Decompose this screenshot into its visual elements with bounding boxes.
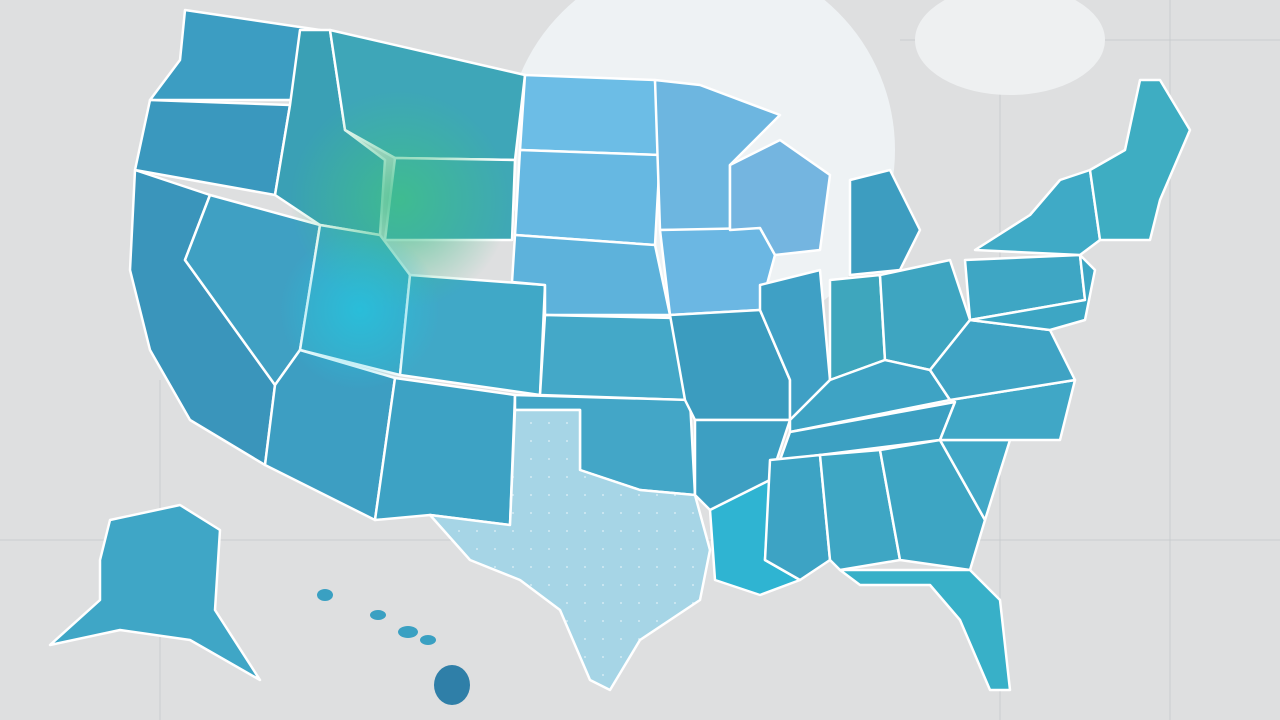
state (1088, 78, 1192, 242)
state (973, 168, 1102, 257)
state (878, 438, 987, 572)
state (658, 226, 777, 317)
highlight-ellipse (915, 0, 1105, 95)
state (513, 148, 662, 247)
state (148, 8, 322, 102)
state (848, 168, 922, 277)
state (838, 568, 1012, 692)
state-pattern (430, 410, 710, 690)
state (373, 376, 517, 527)
state (48, 503, 262, 682)
state (728, 138, 832, 257)
state (538, 313, 687, 402)
states (128, 8, 1192, 692)
glow (280, 230, 440, 390)
alaska-hawaii (48, 503, 470, 705)
state (818, 448, 902, 572)
island (398, 626, 418, 638)
island (370, 610, 386, 620)
island (434, 665, 470, 705)
state (763, 453, 832, 582)
state (928, 318, 1077, 402)
island (317, 589, 333, 601)
state (968, 253, 1097, 332)
island (420, 635, 436, 645)
state (518, 73, 662, 157)
